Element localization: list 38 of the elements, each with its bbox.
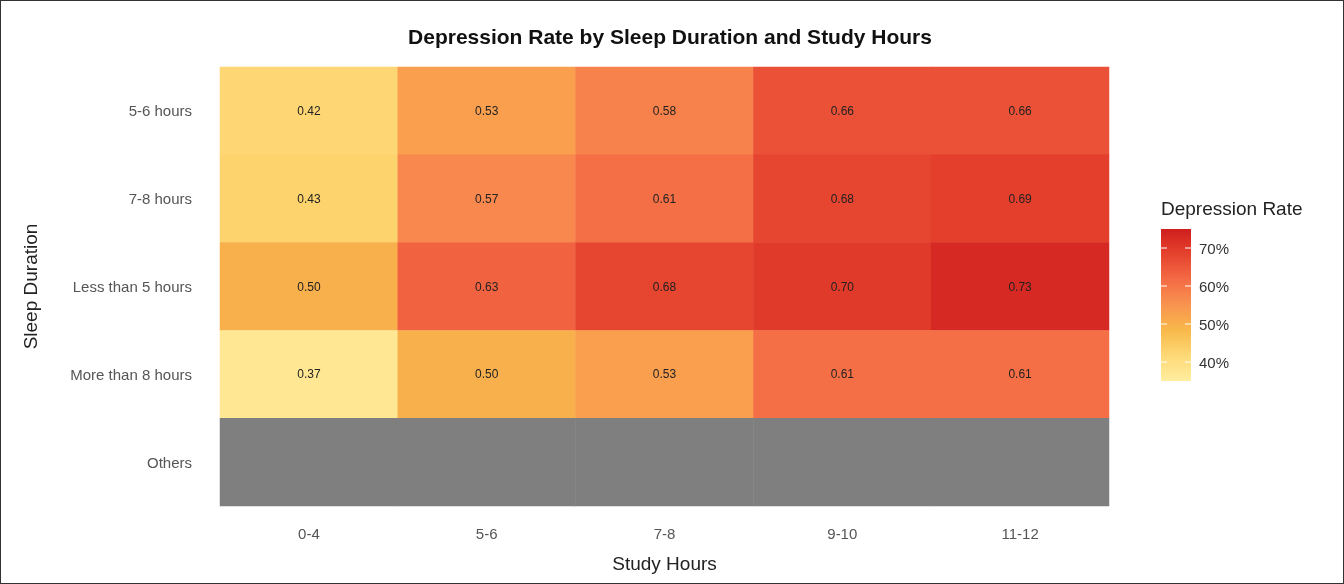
data-label: 0.43 (297, 191, 321, 206)
x-tick-label: 7-8 (653, 525, 676, 542)
data-label: 0.73 (1008, 279, 1033, 294)
color-bar-label: 60% (1199, 277, 1230, 295)
data-label: 0.69 (1008, 191, 1033, 206)
x-tick-label: 9-10 (827, 525, 858, 542)
y-tick-label: Others (146, 453, 192, 471)
data-label: 0.66 (830, 103, 855, 118)
data-label: 0.70 (830, 279, 855, 294)
data-label: 0.61 (652, 191, 677, 206)
y-tick-label: More than 8 hours (70, 365, 192, 383)
data-label: 0.50 (475, 367, 499, 382)
data-label: 0.58 (652, 103, 677, 118)
color-bar-title: Depression Rate (1161, 198, 1303, 219)
data-label: 0.53 (475, 103, 499, 118)
x-tick-label: 5-6 (475, 525, 498, 542)
color-bar-label: 50% (1199, 315, 1230, 333)
data-label: 0.37 (297, 367, 321, 382)
color-bar-label: 40% (1199, 353, 1230, 371)
data-label: 0.42 (297, 103, 321, 118)
data-label: 0.57 (475, 191, 499, 206)
y-axis-title: Sleep Duration (20, 223, 41, 350)
x-tick-label: 0-4 (298, 525, 320, 542)
data-label: 0.63 (475, 279, 499, 294)
y-tick-label: Less than 5 hours (72, 278, 192, 295)
data-label: 0.61 (830, 367, 855, 382)
data-label: 0.50 (297, 279, 321, 294)
data-label: 0.68 (652, 279, 677, 294)
x-tick-label: 11-12 (1001, 525, 1039, 542)
y-tick-label: 7-8 hours (128, 190, 192, 208)
data-label: 0.53 (652, 367, 677, 382)
chart-title: Depression Rate by Sleep Duration and Study Hours (408, 25, 932, 48)
data-label: 0.61 (1008, 367, 1033, 382)
data-label: 0.68 (830, 191, 855, 206)
y-tick-label: 5-6 hours (128, 102, 192, 120)
data-label: 0.66 (1008, 103, 1033, 118)
x-axis-title: Study Hours (612, 553, 717, 574)
color-bar-label: 70% (1199, 239, 1230, 257)
